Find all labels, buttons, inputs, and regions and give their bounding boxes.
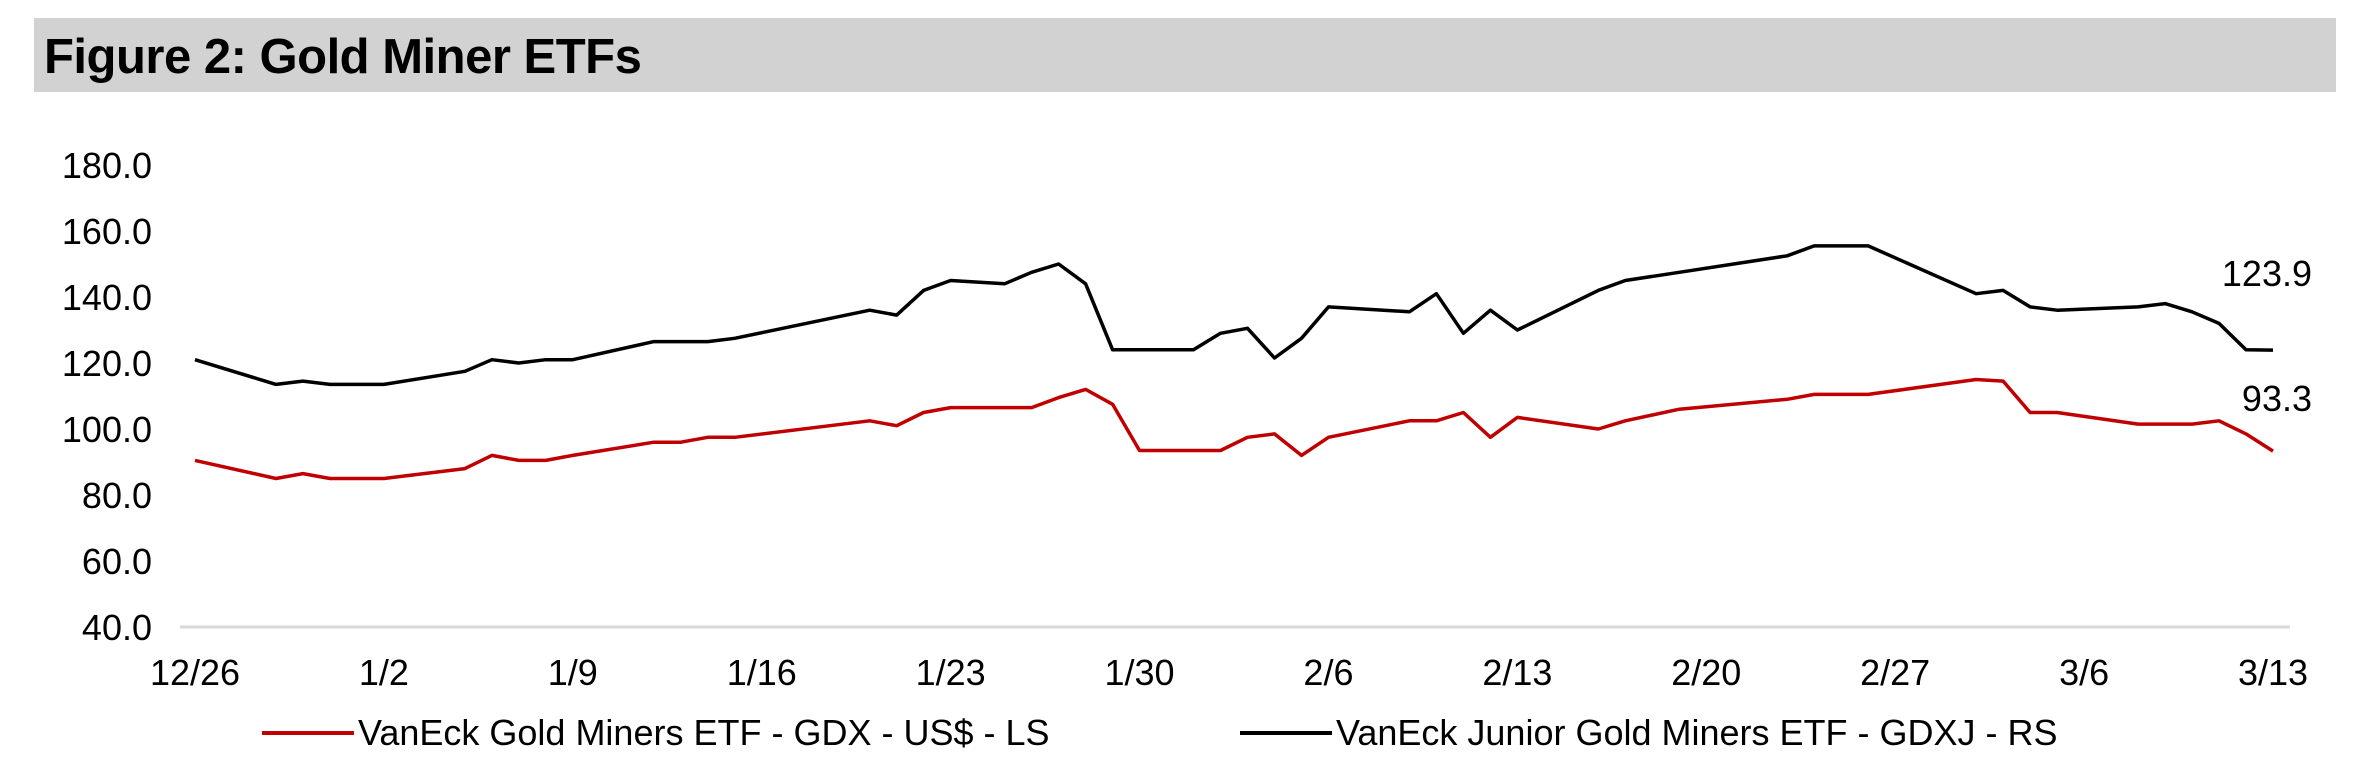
x-tick-label: 3/6 <box>2059 652 2109 693</box>
figure-title-bar: Figure 2: Gold Miner ETFs <box>34 18 2336 92</box>
y-tick-label: 140.0 <box>62 277 152 318</box>
legend-label-gdx: VanEck Gold Miners ETF - GDX - US$ - LS <box>358 712 1050 753</box>
series-line-gdx <box>194 377 2274 481</box>
series-line-gdxj <box>194 244 2274 387</box>
y-axis-labels: 180.0 160.0 140.0 120.0 100.0 80.0 60.0 40.0 <box>62 145 152 648</box>
x-tick-label: 1/16 <box>727 652 797 693</box>
x-tick-label: 1/30 <box>1105 652 1175 693</box>
figure-title: Figure 2: Gold Miner ETFs <box>44 30 642 84</box>
series-group <box>194 244 2274 481</box>
legend-label-gdxj: VanEck Junior Gold Miners ETF - GDXJ - R… <box>1336 712 2058 753</box>
y-tick-label: 160.0 <box>62 211 152 252</box>
legend-swatch-gdx <box>262 731 354 735</box>
x-tick-label: 1/2 <box>359 652 409 693</box>
x-tick-label: 3/13 <box>2238 652 2308 693</box>
y-tick-label: 180.0 <box>62 145 152 186</box>
x-tick-label: 2/6 <box>1303 652 1353 693</box>
legend-swatch-gdxj <box>1240 731 1332 735</box>
x-axis-labels: 12/26 1/2 1/9 1/16 1/23 1/30 2/6 2/13 2/20 2/27 3/… <box>150 652 2308 693</box>
x-tick-label: 1/9 <box>548 652 598 693</box>
y-tick-label: 60.0 <box>82 541 152 582</box>
legend-item-gdx: VanEck Gold Miners ETF - GDX - US$ - LS <box>262 712 1050 754</box>
y-tick-label: 80.0 <box>82 475 152 516</box>
y-tick-label: 100.0 <box>62 409 152 450</box>
y-tick-label: 40.0 <box>82 607 152 648</box>
legend-item-gdxj: VanEck Junior Gold Miners ETF - GDXJ - R… <box>1240 712 2058 754</box>
y-tick-label: 120.0 <box>62 343 152 384</box>
x-tick-label: 2/13 <box>1482 652 1552 693</box>
x-tick-label: 2/20 <box>1671 652 1741 693</box>
end-labels: 93.3 123.9 <box>2222 253 2312 419</box>
x-tick-label: 1/23 <box>916 652 986 693</box>
end-value-label-gdx: 93.3 <box>2242 378 2312 419</box>
end-value-label-gdxj: 123.9 <box>2222 253 2312 294</box>
x-tick-label: 2/27 <box>1860 652 1930 693</box>
x-tick-label: 12/26 <box>150 652 240 693</box>
